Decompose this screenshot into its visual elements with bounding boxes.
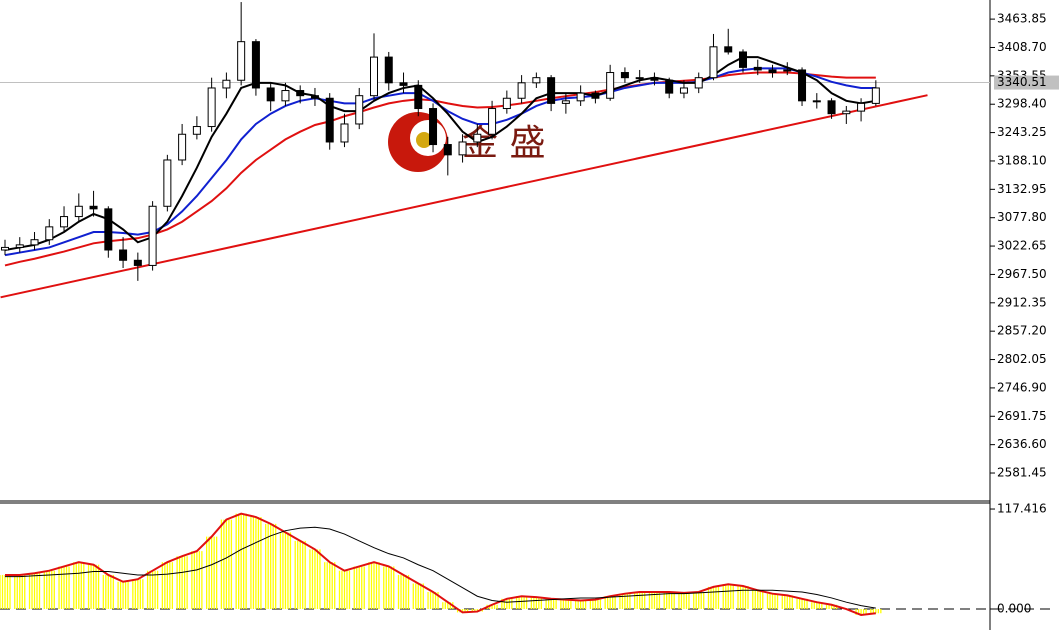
candle-body xyxy=(694,77,703,89)
candle-body xyxy=(104,208,113,251)
logo-dot xyxy=(416,132,432,148)
candle-body xyxy=(783,69,792,72)
candle-body xyxy=(355,95,364,125)
candle-body xyxy=(30,239,39,246)
candle-body xyxy=(429,108,438,146)
candle-body xyxy=(15,244,24,248)
candle-body xyxy=(871,87,880,104)
candle-body xyxy=(281,90,290,102)
candle-body xyxy=(89,205,98,210)
candle-body xyxy=(473,133,482,143)
y-tick-label: 2636.60 xyxy=(997,437,1047,451)
histogram-outline xyxy=(5,512,876,616)
candle-body xyxy=(178,133,187,161)
candle-body xyxy=(384,56,393,84)
y-tick-label: 2857.20 xyxy=(997,324,1047,338)
candle-body xyxy=(163,159,172,207)
candle-body xyxy=(739,51,747,68)
candle-body xyxy=(591,92,600,99)
candle-body xyxy=(532,77,541,84)
y2-tick-label: 117.416 xyxy=(997,502,1047,516)
candle-body xyxy=(665,79,674,94)
candle-body xyxy=(812,100,821,103)
y-tick-label: 3132.95 xyxy=(997,182,1047,196)
candle-body xyxy=(679,87,688,94)
candle-body xyxy=(635,77,644,80)
candle-body xyxy=(547,77,556,104)
candle-body xyxy=(842,110,851,115)
y-tick-label: 2802.05 xyxy=(997,352,1047,366)
candle-body xyxy=(148,205,157,266)
candle-body xyxy=(561,100,570,104)
y-tick-label: 3408.70 xyxy=(997,40,1047,54)
y-tick-label: 2746.90 xyxy=(997,380,1047,394)
candle-body xyxy=(753,66,762,71)
candle-body xyxy=(724,46,733,53)
candle-body xyxy=(606,72,615,99)
y-tick-label: 3188.10 xyxy=(997,153,1047,167)
candle-body xyxy=(502,97,511,110)
candle-body xyxy=(325,97,334,143)
candle-body xyxy=(370,56,378,97)
candle-body xyxy=(414,84,423,110)
y-tick-label: 2967.50 xyxy=(997,267,1047,281)
signal-line xyxy=(5,526,876,609)
candle-body xyxy=(650,77,659,81)
candle-body xyxy=(399,82,408,86)
candle-body xyxy=(310,95,319,99)
candle-body xyxy=(74,205,83,218)
candle-body xyxy=(192,126,201,135)
candle-body xyxy=(458,141,467,156)
last-price-label: 3340.51 xyxy=(997,75,1047,89)
y-tick-label: 2912.35 xyxy=(997,295,1047,309)
candle-body xyxy=(517,82,526,99)
candle-body xyxy=(576,92,585,102)
candle-body xyxy=(207,87,216,128)
candle-body xyxy=(133,259,142,266)
y-tick-label: 3243.25 xyxy=(997,125,1047,139)
watermark-logo xyxy=(388,112,448,172)
candle-body xyxy=(709,46,718,79)
candle-body xyxy=(60,216,69,228)
candle-body xyxy=(45,226,54,241)
candle-body xyxy=(222,79,231,89)
y-tick-label: 3022.65 xyxy=(997,239,1047,253)
candle-body xyxy=(768,69,777,74)
y-tick-label: 3077.80 xyxy=(997,210,1047,224)
candle-body xyxy=(620,72,629,79)
candle-body xyxy=(266,87,275,102)
candle-body xyxy=(237,41,246,81)
candle-body xyxy=(443,144,452,156)
candle-body xyxy=(119,249,128,261)
y-tick-label: 2581.45 xyxy=(997,466,1047,480)
candle-body xyxy=(798,69,807,102)
candle-body xyxy=(488,108,497,135)
y-tick-label: 2691.75 xyxy=(997,409,1047,423)
y-tick-label: 3463.85 xyxy=(997,12,1047,26)
last-price-box xyxy=(994,75,1059,90)
y-tick-label: 3298.40 xyxy=(997,97,1047,111)
candle-body xyxy=(1,246,9,251)
candle-body xyxy=(857,102,866,112)
candle-body xyxy=(296,90,305,97)
candle-body xyxy=(251,41,260,89)
candle-body xyxy=(827,100,836,115)
candle-body xyxy=(340,123,349,143)
